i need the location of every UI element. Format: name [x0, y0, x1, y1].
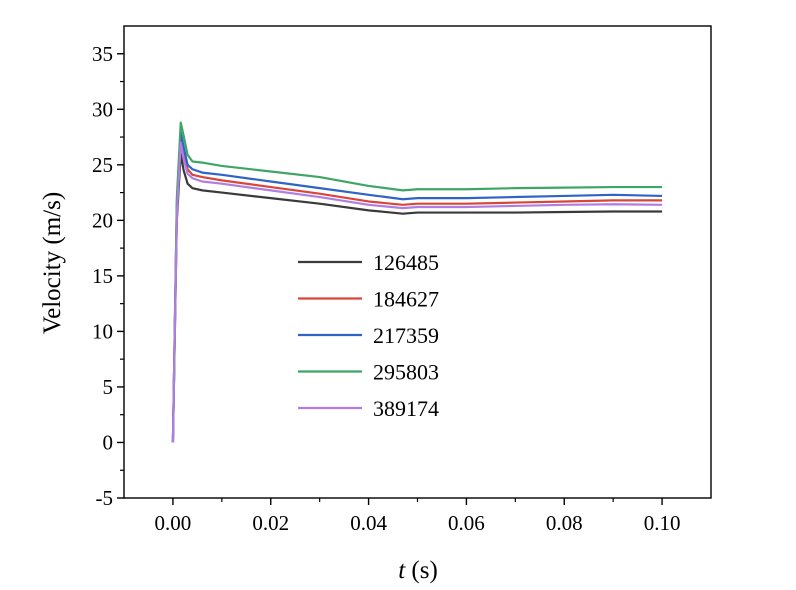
y-tick-label: 15 — [92, 264, 113, 288]
y-tick-label: 35 — [92, 42, 113, 66]
legend-label-184627: 184627 — [373, 287, 439, 312]
y-tick-label: 30 — [92, 97, 113, 121]
y-tick-label: 10 — [92, 319, 113, 343]
legend-label-217359: 217359 — [373, 323, 439, 348]
y-tick-label: 25 — [92, 153, 113, 177]
plot-series — [171, 121, 663, 443]
x-tick-label: 0.02 — [252, 511, 289, 535]
y-tick-label: -5 — [96, 486, 114, 510]
series-line-217359 — [171, 131, 663, 443]
x-axis-title-unit: (s) — [405, 557, 438, 584]
legend-label-389174: 389174 — [373, 396, 439, 421]
axis-ticks: 0.00 0.02 0.04 0.06 0.08 0.10 -5 0 5 10 15 20 25 30 35 — [92, 42, 680, 535]
x-axis-title-symbol: t — [398, 557, 406, 584]
x-tick-label: 0.00 — [155, 511, 192, 535]
x-tick-label: 0.10 — [644, 511, 681, 535]
x-tick-label: 0.04 — [350, 511, 387, 535]
x-tick-label: 0.06 — [448, 511, 485, 535]
y-axis-title: Velocity (m/s) — [39, 192, 66, 334]
legend-label-295803: 295803 — [373, 360, 439, 385]
y-tick-label: 20 — [92, 208, 113, 232]
x-axis-title: t (s) — [398, 557, 438, 584]
y-tick-label: 0 — [103, 430, 114, 454]
legend: 126485 184627 217359 295803 389174 — [298, 250, 439, 421]
series-line-389174 — [171, 141, 663, 443]
y-tick-label: 5 — [103, 375, 114, 399]
x-tick-label: 0.08 — [546, 511, 583, 535]
series-line-295803 — [171, 121, 663, 443]
series-line-126485 — [171, 152, 663, 443]
legend-label-126485: 126485 — [373, 250, 439, 275]
